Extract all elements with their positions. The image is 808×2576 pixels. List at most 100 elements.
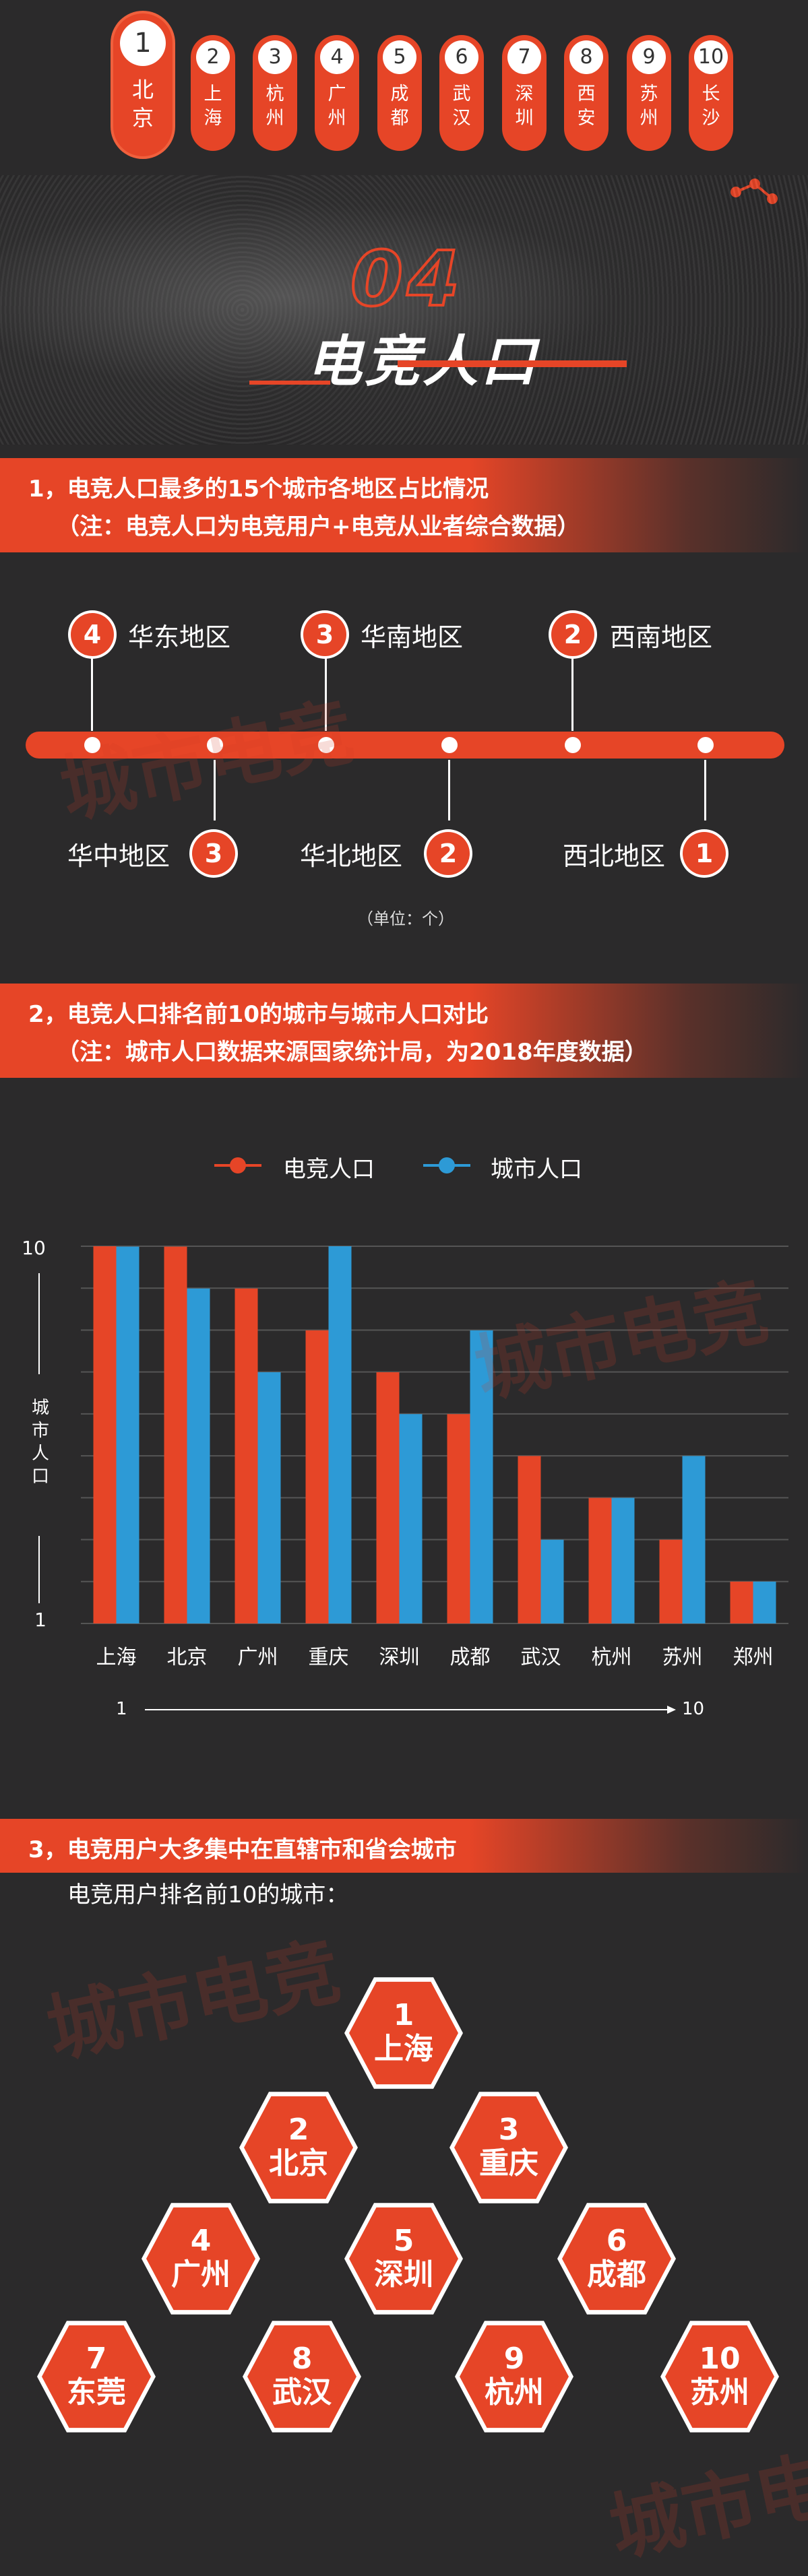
tab-city-10[interactable]: 10 长沙 — [689, 35, 733, 151]
city-hexagon-7: 7 东莞 — [37, 2321, 156, 2433]
region-label: 西南地区 — [610, 622, 713, 652]
tab-city-6[interactable]: 6 武汉 — [439, 35, 484, 151]
tab-city-3[interactable]: 3 杭州 — [253, 35, 297, 151]
bar-city-4 — [328, 1246, 352, 1623]
bar-esports-9 — [659, 1539, 683, 1623]
title-underline-short — [249, 381, 330, 385]
timeline-stem — [214, 760, 216, 820]
y-axis-bottom-label: 1 — [34, 1609, 46, 1631]
city-rank: 10 — [699, 2342, 741, 2376]
x-tick-label: 广州 — [238, 1646, 278, 1669]
x-tick-label: 杭州 — [592, 1646, 632, 1669]
watermark: 城市电竞 — [39, 1927, 348, 2074]
city-name: 苏州 — [690, 2375, 749, 2410]
tab-number: 9 — [632, 40, 666, 74]
timeline-dot — [318, 737, 334, 753]
section1-note: （注：电竞人口为电竞用户+电竞从业者综合数据） — [57, 513, 580, 540]
tab-label: 武汉 — [452, 84, 471, 129]
bar-esports-2 — [164, 1246, 187, 1623]
x-tick-label: 北京 — [167, 1646, 208, 1669]
tab-number: 8 — [569, 40, 603, 74]
city-name: 杭州 — [485, 2375, 544, 2410]
tab-label: 苏州 — [640, 84, 658, 129]
city-name: 北京 — [269, 2146, 328, 2181]
tab-city-2[interactable]: 2 上海 — [191, 35, 235, 151]
city-rank: 3 — [498, 2113, 520, 2147]
tab-label: 上海 — [204, 84, 222, 129]
tab-number: 6 — [445, 40, 478, 74]
timeline-stem — [91, 657, 93, 731]
timeline-stem — [704, 760, 706, 820]
x-tick-label: 苏州 — [662, 1646, 703, 1669]
city-rank: 9 — [503, 2342, 525, 2376]
city-hexagon-2: 2 北京 — [239, 2092, 358, 2203]
legend-label-esports: 电竞人口 — [283, 1156, 375, 1183]
city-hexagon-1: 1 上海 — [344, 1977, 463, 2089]
section2-note: （注：城市人口数据来源国家统计局，为2018年度数据） — [57, 1039, 648, 1066]
page-title: 电竞人口 — [307, 330, 538, 394]
city-rank: 8 — [291, 2342, 313, 2376]
x-tick-label: 成都 — [450, 1646, 491, 1669]
tab-label: 北京 — [131, 77, 154, 131]
bar-esports-3 — [235, 1288, 258, 1623]
region-label: 华东地区 — [128, 622, 231, 652]
legend-marker-city — [439, 1157, 455, 1173]
region-label: 华中地区 — [67, 841, 170, 871]
city-name: 东莞 — [67, 2375, 126, 2410]
tab-city-5[interactable]: 5 成都 — [377, 35, 422, 151]
tab-city-9[interactable]: 9 苏州 — [627, 35, 671, 151]
y-axis-label-char: 口 — [32, 1467, 49, 1487]
title-underline — [398, 360, 627, 367]
timeline-stem — [448, 760, 450, 820]
tab-city-4[interactable]: 4 广州 — [315, 35, 359, 151]
section3-banner: 3，电竞用户大多集中在直辖市和省会城市 — [0, 1819, 808, 1873]
tab-city-8[interactable]: 8 西安 — [564, 35, 609, 151]
city-name: 深圳 — [374, 2257, 433, 2292]
section2-title: 2，电竞人口排名前10的城市与城市人口对比 — [28, 1001, 489, 1028]
region-count-badge: 3 — [303, 613, 346, 656]
tab-label: 长沙 — [702, 84, 720, 129]
x-tick-label: 武汉 — [521, 1646, 561, 1669]
bar-esports-1 — [93, 1246, 117, 1623]
tab-number: 10 — [694, 40, 728, 74]
timeline-stem — [325, 657, 327, 731]
tab-number: 2 — [196, 40, 230, 74]
timeline-stem — [571, 657, 573, 731]
tab-label: 西安 — [577, 84, 596, 129]
watermark: 城市电竞 — [602, 2426, 808, 2573]
region-label: 华北地区 — [300, 841, 403, 871]
legend-label-city: 城市人口 — [491, 1156, 582, 1183]
city-rank: 5 — [393, 2224, 414, 2258]
city-name: 武汉 — [272, 2375, 332, 2410]
region-label: 西北地区 — [563, 841, 666, 871]
section3-title: 3，电竞用户大多集中在直辖市和省会城市 — [28, 1836, 457, 1863]
city-hexagon-9: 9 杭州 — [455, 2321, 573, 2433]
tab-city-7[interactable]: 7 深圳 — [502, 35, 547, 151]
region-count-badge: 4 — [71, 613, 114, 656]
city-name: 上海 — [374, 2032, 433, 2066]
watermark: 城市电竞 — [53, 688, 361, 835]
tab-number: 3 — [258, 40, 292, 74]
rank-end-label: 10 — [682, 1699, 705, 1719]
city-rank: 2 — [288, 2113, 309, 2147]
legend-marker-esports — [230, 1157, 246, 1173]
timeline-dot — [207, 737, 223, 753]
tab-label: 杭州 — [266, 84, 284, 129]
bar-esports-8 — [588, 1498, 612, 1623]
region-count-badge: 2 — [551, 613, 594, 656]
tab-city-1[interactable]: 1 北京 — [113, 13, 173, 156]
bar-esports-7 — [518, 1456, 541, 1623]
x-tick-label: 上海 — [96, 1646, 137, 1669]
section3-subtitle: 电竞用户排名前10的城市： — [67, 1881, 349, 1908]
bar-city-1 — [116, 1246, 139, 1623]
timeline-dot — [84, 737, 100, 753]
bar-esports-10 — [730, 1581, 753, 1623]
y-axis-label-char: 人 — [32, 1444, 49, 1464]
timeline-dot — [697, 737, 714, 753]
x-tick-label: 郑州 — [733, 1646, 774, 1669]
city-hexagon-5: 5 深圳 — [344, 2203, 463, 2315]
rank-start-label: 1 — [116, 1699, 127, 1719]
bar-esports-5 — [376, 1372, 400, 1623]
y-axis-top-label: 10 — [22, 1237, 46, 1259]
